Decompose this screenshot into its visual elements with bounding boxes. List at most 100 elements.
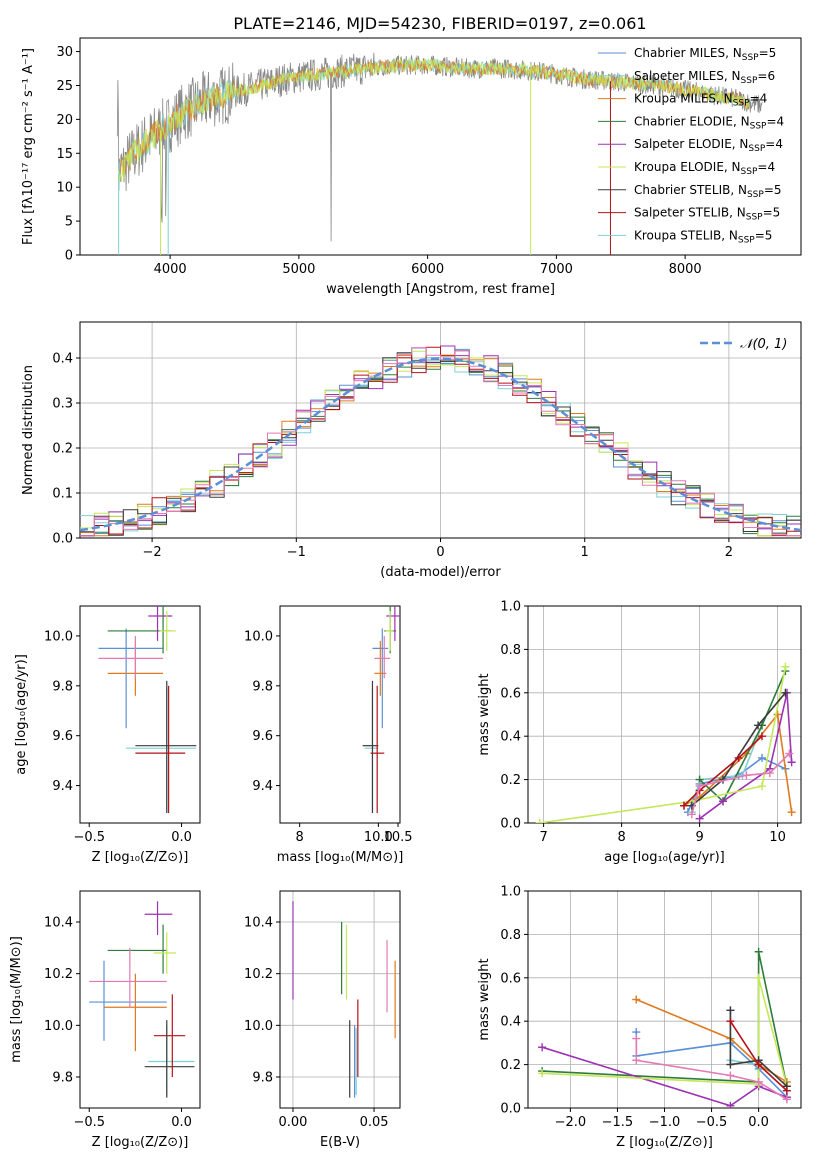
residual-histogram-panel: −2 −1 0 1 2 0.0 0.1 0.2 0.3 0.4 (data-model)/error… <box>21 321 802 580</box>
model-spectrum-line <box>118 57 750 185</box>
weight-series <box>687 688 790 810</box>
data-point-errorbar <box>107 924 167 974</box>
legend-label: Chabrier STELIB, NSSP=5 <box>634 183 782 200</box>
data-point-errorbar <box>135 680 197 814</box>
series-marker <box>687 810 696 819</box>
x-tick-label: −0.5 <box>73 1115 105 1130</box>
series-marker <box>632 1056 641 1065</box>
y-tick-label: 10.4 <box>244 916 273 931</box>
series-line <box>542 977 788 1087</box>
series-marker <box>781 688 790 697</box>
series-marker <box>538 1043 547 1052</box>
x-axis-label: mass [log₁₀(M/M⊙)] <box>277 850 404 865</box>
series-marker <box>632 1034 641 1043</box>
series-marker <box>695 782 704 791</box>
mass-vs-metallicity-panel: −0.5 0.0 9.8 10.0 10.2 10.4 Z [log₁₀(Z/Z⊙)] mas… <box>9 890 201 1150</box>
x-tick-label: −0.5 <box>73 830 105 845</box>
axes-frame <box>279 890 401 1109</box>
gaussian-reference-curve <box>79 357 802 532</box>
y-tick-label: 20 <box>56 113 73 128</box>
series-line <box>539 666 787 823</box>
y-tick-label: 0.1 <box>52 487 73 502</box>
series-marker <box>782 1086 791 1095</box>
weight-series <box>680 732 766 810</box>
weight-series <box>726 1006 791 1091</box>
legend-label: Salpeter MILES, NSSP=6 <box>634 69 775 86</box>
y-tick-label: 0.8 <box>500 643 521 658</box>
series-marker <box>754 973 763 982</box>
weight-series <box>687 749 794 819</box>
axes-frame <box>79 890 201 1109</box>
x-tick-label: 2 <box>725 545 733 560</box>
data-point-errorbar <box>144 901 173 935</box>
data-point-errorbar <box>135 685 186 814</box>
series-line <box>691 692 787 807</box>
weight-series <box>535 662 790 823</box>
histogram-series <box>80 350 801 536</box>
y-tick-label: 0.2 <box>500 1058 521 1073</box>
series-marker <box>535 819 544 823</box>
data-point-errorbar <box>98 628 164 729</box>
weight-vs-metallicity-panel: −2.0 −1.5 −1.0 −0.5 0.0 0.0 0.2 0.4 0.6 0.8 1.0 Z [… <box>477 885 802 1150</box>
y-tick-label: 0.8 <box>500 928 521 943</box>
legend-label: Salpeter STELIB, NSSP=5 <box>634 206 780 223</box>
series-marker <box>754 721 763 730</box>
x-tick-label: 0.0 <box>171 1115 192 1130</box>
series-marker <box>726 1060 735 1069</box>
y-tick-label: 1.0 <box>500 600 521 615</box>
x-tick-label: 7000 <box>540 262 573 277</box>
y-tick-label: 0.4 <box>500 730 521 745</box>
series-marker <box>781 662 790 671</box>
x-tick-label: 0 <box>436 545 444 560</box>
chart-title: PLATE=2146, MJD=54230, FIBERID=0197, z=0… <box>233 14 646 33</box>
y-tick-label: 10.0 <box>244 629 273 644</box>
model-spectrum-line <box>118 57 750 183</box>
y-axis-label: mass [log₁₀(M/M⊙)] <box>9 936 24 1063</box>
series-marker <box>719 797 727 806</box>
series-marker <box>754 1060 763 1069</box>
age-vs-metallicity-panel: −0.5 0.0 9.4 9.6 9.8 10.0 Z [log₁₀(Z/Z⊙)] age [… <box>14 605 201 865</box>
data-point-errorbar <box>153 994 186 1077</box>
data-point-errorbar <box>364 688 379 814</box>
axes-frame <box>527 605 802 824</box>
x-tick-label: 6000 <box>411 262 444 277</box>
x-tick-label: 7 <box>539 830 547 845</box>
series-marker <box>680 801 688 810</box>
series-line <box>699 670 787 803</box>
y-tick-label: 10.0 <box>44 629 73 644</box>
series-marker <box>734 753 743 762</box>
y-tick-label: 10 <box>56 181 73 196</box>
y-tick-label: 0.0 <box>500 817 521 832</box>
y-tick-label: 15 <box>56 147 73 162</box>
series-marker <box>787 758 796 767</box>
data-point-errorbar <box>126 688 197 814</box>
series-marker <box>758 732 766 741</box>
data-point-errorbar <box>89 947 167 1008</box>
legend-label: Kroupa STELIB, NSSP=5 <box>634 228 772 245</box>
x-axis-label: (data-model)/error <box>380 565 501 580</box>
series-marker <box>754 947 763 956</box>
data-point-errorbar <box>374 635 391 679</box>
y-axis-label: Flux [fλ10⁻¹⁷ erg cm⁻² s⁻¹ A⁻¹] <box>21 48 36 245</box>
legend-label: Chabrier MILES, NSSP=5 <box>634 46 776 63</box>
y-tick-label: 0.2 <box>500 773 521 788</box>
model-spectrum-line <box>118 58 750 176</box>
y-tick-label: 10.4 <box>44 916 73 931</box>
series-marker <box>765 769 774 778</box>
x-tick-label: −0.5 <box>696 1115 728 1130</box>
x-tick-label: −2 <box>143 545 162 560</box>
mass-vs-extinction-panel: 0.00 0.05 9.8 10.0 10.2 10.4 E(B-V) <box>244 890 401 1150</box>
y-tick-label: 9.6 <box>52 729 73 744</box>
y-tick-label: 10.0 <box>44 1019 73 1034</box>
series-marker <box>787 808 796 817</box>
y-tick-label: 0.2 <box>52 442 73 457</box>
data-point-errorbar <box>159 610 176 651</box>
data-point-errorbar <box>370 685 385 814</box>
y-tick-label: 0.4 <box>500 1015 521 1030</box>
series-marker <box>726 1006 735 1015</box>
x-tick-label: 0.0 <box>748 1115 769 1130</box>
data-point-errorbar <box>385 610 394 651</box>
x-tick-label: −1.0 <box>649 1115 681 1130</box>
x-tick-label: 4000 <box>154 262 187 277</box>
